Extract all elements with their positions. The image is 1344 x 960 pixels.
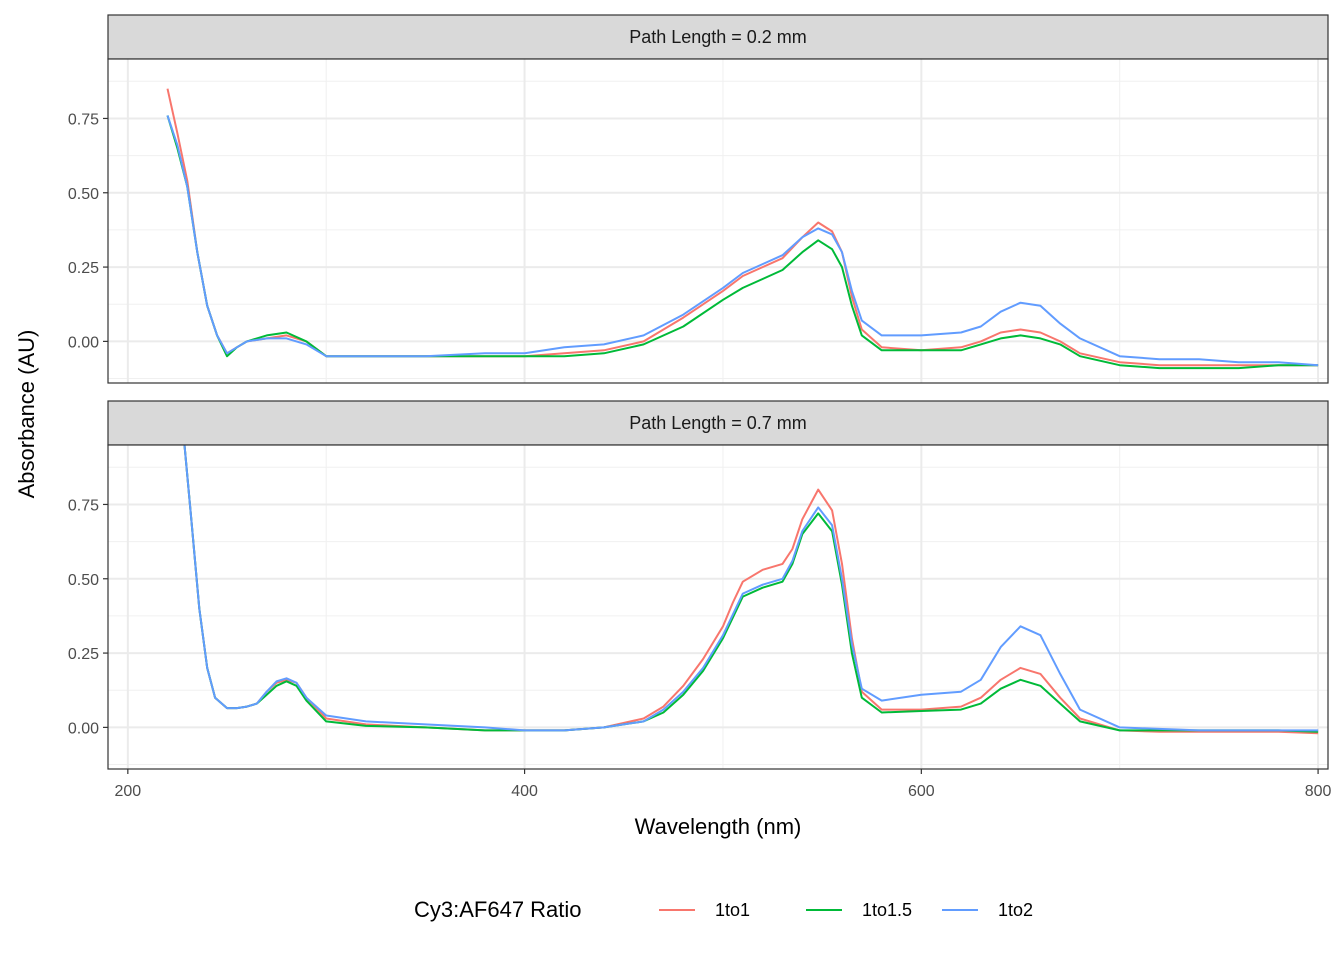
y-axis: 0.00 0.25 0.50 0.75 (68, 111, 108, 351)
x-axis: 200 400 600 800 (114, 769, 1332, 800)
gridlines (108, 59, 1328, 383)
series-group (166, 88, 1319, 370)
plot-background (108, 59, 1328, 383)
strip-background (107, 400, 1329, 446)
plot-background (108, 445, 1328, 769)
y-axis-title: Absorbance (AU) (14, 330, 39, 499)
x-tick-label: 400 (511, 783, 538, 800)
gridlines (108, 445, 1328, 769)
panel-border (107, 444, 1329, 770)
x-tick-label: 600 (908, 783, 935, 800)
y-tick-label: 0.50 (68, 186, 99, 203)
strip-label: Path Length = 0.7 mm (629, 413, 807, 433)
y-tick-label: 0.25 (68, 260, 99, 277)
legend-title: Cy3:AF647 Ratio (414, 897, 582, 922)
y-tick-label: 0.25 (68, 646, 99, 663)
panels-layer: Path Length = 0.2 mm0.000.250.500.75Path… (68, 14, 1329, 770)
strip-label: Path Length = 0.2 mm (629, 27, 807, 47)
y-tick-label: 0.50 (68, 572, 99, 589)
strip-background (107, 14, 1329, 60)
series-line-1to2 (183, 445, 1319, 732)
y-tick-label: 0.75 (68, 111, 99, 128)
y-tick-label: 0.00 (68, 334, 99, 351)
series-line-1to2 (166, 115, 1319, 367)
panel-1: Path Length = 0.2 mm 0.00 0.25 0.50 0.75 (68, 14, 1329, 384)
x-tick-label: 200 (114, 783, 141, 800)
panel-2: Path Length = 0.7 mm 0.00 0.25 0.50 0.75 (68, 400, 1329, 770)
y-axis: 0.00 0.25 0.50 0.75 (68, 497, 108, 737)
panel-border (107, 58, 1329, 384)
x-tick-label: 800 (1305, 783, 1332, 800)
y-tick-label: 0.75 (68, 497, 99, 514)
legend: Cy3:AF647 Ratio 1to1 1to1.5 1to2 (414, 897, 1033, 922)
y-tick-label: 0.00 (68, 720, 99, 737)
legend-label-1to1.5: 1to1.5 (862, 900, 912, 920)
legend-label-1to1: 1to1 (715, 900, 750, 920)
legend-label-1to2: 1to2 (998, 900, 1033, 920)
x-axis-title: Wavelength (nm) (635, 814, 802, 839)
series-group (183, 445, 1319, 735)
